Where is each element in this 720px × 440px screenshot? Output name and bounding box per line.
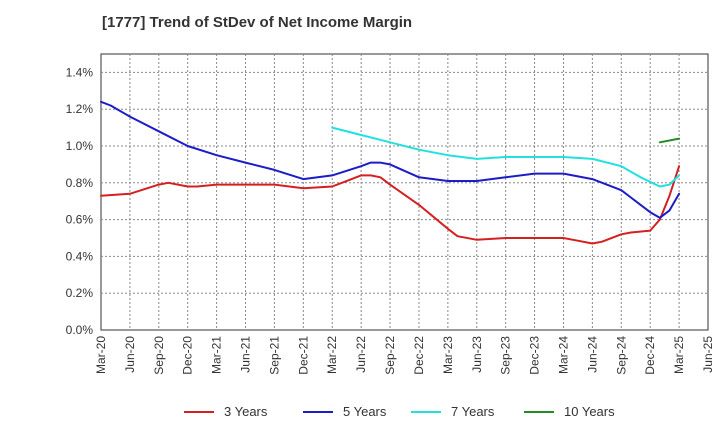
x-tick-label: Jun-21 [239, 336, 253, 373]
series-line-7-years [331, 126, 681, 188]
x-tick-label: Jun-22 [354, 336, 368, 373]
series-line-5-years [100, 100, 681, 219]
legend: 3 Years 5 Years 7 Years 10 Years [0, 404, 720, 426]
x-tick-label: Jun-25 [701, 336, 715, 373]
legend-item-3-years: 3 Years [184, 404, 267, 419]
legend-swatch-7-years [411, 410, 441, 413]
x-tick-label: Dec-20 [181, 336, 195, 375]
y-tick-label: 0.8% [66, 176, 94, 190]
series-line-10-years [658, 137, 681, 144]
legend-label-7-years: 7 Years [451, 404, 495, 419]
x-tick-label: Jun-24 [585, 336, 599, 373]
x-tick-label: Mar-23 [441, 336, 455, 374]
x-tick-label: Mar-22 [325, 336, 339, 374]
x-tick-label: Sep-21 [267, 336, 281, 375]
x-tick-label: Sep-23 [499, 336, 513, 375]
y-tick-label: 1.4% [66, 65, 94, 79]
legend-swatch-10-years [524, 410, 554, 413]
series-line-3-years [100, 165, 681, 245]
x-tick-label: Jun-20 [123, 336, 137, 373]
grid-lines [101, 54, 708, 330]
x-tick-label: Dec-21 [296, 336, 310, 375]
x-tick-label: Sep-22 [383, 336, 397, 375]
series-lines [100, 100, 681, 245]
x-tick-label: Dec-22 [412, 336, 426, 375]
x-tick-labels: Mar-20 Jun-20 Sep-20 Dec-20 Mar-21 Jun-21 Sep-… [94, 336, 715, 375]
y-tick-label: 0.4% [66, 249, 94, 263]
legend-item-10-years: 10 Years [524, 404, 615, 419]
y-tick-label: 0.2% [66, 286, 94, 300]
legend-label-5-years: 5 Years [343, 404, 387, 419]
y-tick-label: 1.0% [66, 139, 94, 153]
y-tick-label: 0.6% [66, 213, 94, 227]
x-tick-label: Mar-20 [94, 336, 108, 374]
legend-item-5-years: 5 Years [303, 404, 386, 419]
x-tick-label: Mar-21 [210, 336, 224, 374]
x-tick-label: Dec-24 [643, 336, 657, 375]
y-tick-label: 1.2% [66, 102, 94, 116]
x-tick-label: Sep-24 [614, 336, 628, 375]
y-tick-label: 0.0% [66, 323, 94, 337]
legend-item-7-years: 7 Years [411, 404, 494, 419]
x-tick-label: Dec-23 [528, 336, 542, 375]
x-tick-label: Mar-25 [672, 336, 686, 374]
legend-swatch-5-years [303, 410, 333, 413]
legend-label-3-years: 3 Years [224, 404, 268, 419]
legend-swatch-3-years [184, 410, 214, 413]
x-tick-label: Jun-23 [470, 336, 484, 373]
chart-title: [1777] Trend of StDev of Net Income Marg… [102, 14, 413, 31]
y-tick-labels: 0.0% 0.2% 0.4% 0.6% 0.8% 1.0% 1.2% 1.4% [66, 65, 94, 337]
plot-area [100, 53, 709, 331]
legend-label-10-years: 10 Years [564, 404, 615, 419]
x-tick-label: Mar-24 [556, 336, 570, 374]
x-tick-label: Sep-20 [152, 336, 166, 375]
